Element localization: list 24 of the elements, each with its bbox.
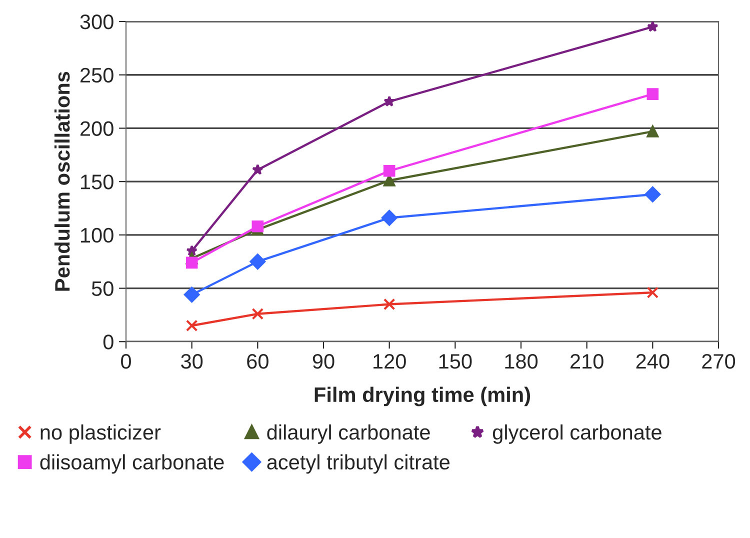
y-tick-label: 150 [81,174,114,190]
y-tick-label: 300 [80,14,114,30]
legend-label: diisoamyl carbonate [40,454,224,474]
y-tick-label: 50 [92,281,114,296]
legend-label: dilauryl carbonate [267,424,430,444]
legend-label: acetyl tributyl citrate [267,454,450,474]
y-tick-label: 0 [103,334,114,350]
x-tick-label: 180 [505,354,538,369]
y-tick-label: 100 [81,228,114,243]
x-tick-label: 210 [570,354,604,369]
x-tick-label: 240 [636,354,670,369]
legend-label: glycerol carbonate [492,424,662,444]
x-tick-label: 30 [181,354,203,369]
x-axis-title: Film drying time (min) [314,386,530,406]
x-tick-label: 60 [247,354,268,369]
x-tick-label: 120 [374,354,406,369]
x-tick-label: 270 [702,354,736,369]
x-tick-label: 150 [439,354,472,369]
x-tick-label: 0 [121,354,131,369]
legend-label: no plasticizer [40,424,161,444]
y-axis-title: Pendulum oscillations [54,72,70,291]
y-tick-label: 200 [80,121,114,136]
x-tick-label: 90 [312,354,334,369]
y-tick-label: 250 [80,68,114,83]
